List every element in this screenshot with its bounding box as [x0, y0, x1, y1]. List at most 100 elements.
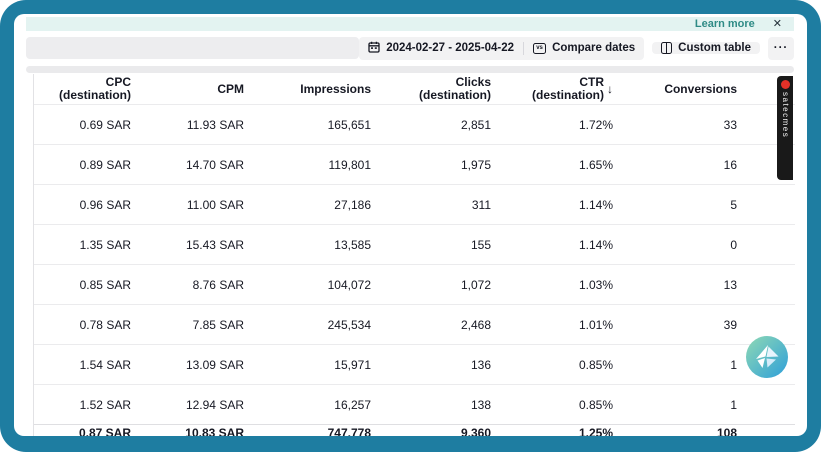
cell: 311: [471, 197, 491, 212]
totals-cell: 1.25%: [578, 426, 613, 436]
cell: 1.35 SAR: [79, 237, 131, 252]
compare-vs-icon: vs: [533, 42, 547, 54]
column-header-label: Impressions: [300, 81, 371, 96]
cell: 1.65%: [578, 157, 613, 172]
table-row: 0.69 SAR 11.93 SAR 165,651 2,851 1.72% 33: [34, 104, 795, 144]
table-row: 0.78 SAR 7.85 SAR 245,534 2,468 1.01% 39: [34, 304, 795, 344]
cell: 0.96 SAR: [79, 197, 131, 212]
extension-tab-label: satecmes: [781, 92, 790, 139]
sort-descending-icon: ↓: [607, 81, 613, 96]
columns-icon: [661, 42, 673, 54]
calendar-icon: [368, 41, 380, 56]
cell: 5: [730, 197, 737, 212]
cell: 15,971: [334, 357, 371, 372]
cell: 0: [730, 237, 737, 252]
toolbar-divider: [523, 41, 525, 55]
cell: 119,801: [328, 157, 372, 172]
cell: 16: [723, 157, 737, 172]
cell: 15.43 SAR: [185, 237, 244, 252]
cell: 14.70 SAR: [185, 157, 244, 172]
metrics-table: CPC (destination) CPM Impressions Clicks (de…: [33, 74, 795, 436]
horizontal-scrollbar[interactable]: [26, 66, 794, 73]
column-header-cpc-destination-[interactable]: CPC (destination): [34, 76, 131, 102]
cell: 1.52 SAR: [79, 397, 131, 412]
cell: 39: [723, 317, 737, 332]
floating-assistant-button[interactable]: [745, 335, 789, 379]
filter-bar[interactable]: [26, 37, 360, 59]
cell: 0.85%: [578, 397, 613, 412]
cell: 104,072: [327, 277, 371, 292]
cell: 1: [730, 397, 737, 412]
column-header-conversions[interactable]: Conversions: [613, 81, 737, 96]
cell: 136: [470, 357, 491, 372]
table-toolbar: 2024-02-27 - 2025-04-22 vs Compare dates…: [26, 36, 794, 60]
table-header-row: CPC (destination) CPM Impressions Clicks (de…: [34, 74, 795, 104]
cell: 13: [723, 277, 737, 292]
table-row: 0.89 SAR 14.70 SAR 119,801 1,975 1.65% 16: [34, 144, 795, 184]
cell: 11.00 SAR: [186, 197, 244, 212]
date-range-label: 2024-02-27 - 2025-04-22: [386, 42, 515, 54]
cell: 165,651: [327, 117, 371, 132]
custom-table-button[interactable]: Custom table: [652, 42, 760, 54]
cell: 155: [470, 237, 491, 252]
custom-table-label: Custom table: [678, 42, 751, 54]
column-header-label: CPC (destination): [59, 75, 131, 102]
cell: 0.89 SAR: [79, 157, 131, 172]
cell: 1.14%: [578, 237, 613, 252]
cell: 1.72%: [578, 117, 613, 132]
cell: 1.54 SAR: [79, 357, 131, 372]
cell: 7.85 SAR: [192, 317, 244, 332]
cell: 1,072: [460, 277, 491, 292]
table-totals-row: 0.87 SAR 10.83 SAR 747,778 9,360 1.25% 108: [34, 424, 795, 436]
totals-cell: 747,778: [327, 426, 371, 436]
cell: 12.94 SAR: [185, 397, 244, 412]
table-row: 1.35 SAR 15.43 SAR 13,585 155 1.14% 0: [34, 224, 795, 264]
column-header-label: Conversions: [664, 81, 737, 96]
column-header-label: CTR (destination): [532, 75, 604, 102]
cell: 8.76 SAR: [192, 277, 244, 292]
cell: 0.85 SAR: [79, 277, 131, 292]
cell: 16,257: [334, 397, 371, 412]
ads-manager-panel: Learn more ✕: [14, 14, 807, 436]
cell: 1.01%: [578, 317, 613, 332]
table-row: 0.85 SAR 8.76 SAR 104,072 1,072 1.03% 13: [34, 264, 795, 304]
cell: 245,534: [327, 317, 371, 332]
column-header-label: Clicks (destination): [419, 75, 491, 102]
totals-cell: 9,360: [460, 426, 491, 436]
compass-pinwheel-icon: [746, 336, 788, 378]
cell: 33: [723, 117, 737, 132]
compare-dates-label: Compare dates: [552, 42, 636, 54]
column-header-impressions[interactable]: Impressions: [244, 81, 371, 96]
cell: 13,585: [334, 237, 371, 252]
notification-banner: Learn more ✕: [26, 17, 794, 31]
cell: 1,975: [460, 157, 491, 172]
cell: 138: [470, 397, 491, 412]
cell: 0.69 SAR: [79, 117, 131, 132]
close-icon[interactable]: ✕: [772, 17, 782, 30]
cell: 27,186: [334, 197, 371, 212]
cell: 13.09 SAR: [185, 357, 244, 372]
cell: 0.78 SAR: [79, 317, 131, 332]
cell: 0.85%: [578, 357, 613, 372]
table-body: 0.69 SAR 11.93 SAR 165,651 2,851 1.72% 33 0.89…: [34, 104, 795, 424]
cell: 1: [730, 357, 737, 372]
column-header-ctr[interactable]: CTR (destination) ↓: [491, 76, 613, 102]
table-row: 1.54 SAR 13.09 SAR 15,971 136 0.85% 1: [34, 344, 795, 384]
cell: 2,468: [460, 317, 491, 332]
table-row: 0.96 SAR 11.00 SAR 27,186 311 1.14% 5: [34, 184, 795, 224]
cell: 1.03%: [578, 277, 613, 292]
date-range-button[interactable]: 2024-02-27 - 2025-04-22: [359, 37, 523, 60]
totals-cell: 0.87 SAR: [78, 426, 131, 436]
totals-cell: 108: [716, 426, 737, 436]
column-header-clicks[interactable]: Clicks (destination): [371, 76, 491, 102]
cell: 1.14%: [578, 197, 613, 212]
column-header-label: CPM: [217, 81, 244, 96]
cell: 2,851: [460, 117, 491, 132]
column-header-cpm[interactable]: CPM: [131, 81, 244, 96]
toolbar-right-group: 2024-02-27 - 2025-04-22 vs Compare dates…: [359, 36, 794, 60]
extension-side-tab[interactable]: satecmes: [777, 76, 793, 180]
more-options-button[interactable]: ···: [768, 36, 794, 60]
compare-dates-button[interactable]: vs Compare dates: [524, 37, 644, 60]
learn-more-link[interactable]: Learn more: [694, 18, 755, 30]
table-row: 1.52 SAR 12.94 SAR 16,257 138 0.85% 1: [34, 384, 795, 424]
